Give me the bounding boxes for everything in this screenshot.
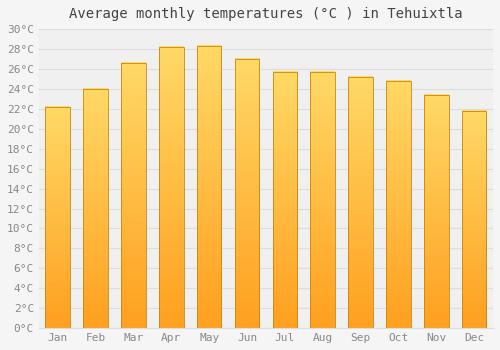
Bar — [121, 63, 146, 328]
Bar — [159, 47, 184, 328]
Bar — [272, 72, 297, 328]
Bar — [46, 107, 70, 328]
Bar — [462, 111, 486, 328]
Bar — [234, 59, 260, 328]
Bar — [197, 46, 222, 328]
Bar — [348, 77, 373, 328]
Bar — [84, 89, 108, 328]
Bar — [424, 95, 448, 328]
Bar — [386, 81, 410, 328]
Title: Average monthly temperatures (°C ) in Tehuixtla: Average monthly temperatures (°C ) in Te… — [69, 7, 462, 21]
Bar — [310, 72, 335, 328]
